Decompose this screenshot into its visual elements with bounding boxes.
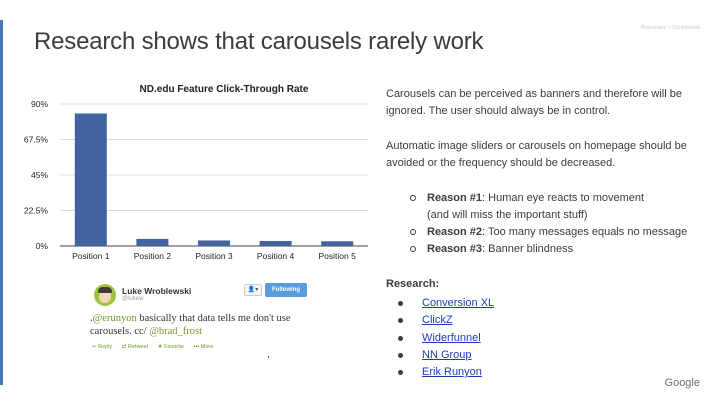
reason-3-label: Reason #3 [427, 243, 483, 255]
reasons-list: Reason #1: Human eye reacts to movement … [410, 190, 710, 258]
reply-label: Reply [98, 344, 113, 350]
tweet-avatar[interactable] [94, 284, 116, 306]
chart-bar [197, 240, 231, 246]
chart-title: ND.edu Feature Click-Through Rate [140, 84, 309, 95]
x-tick-label: Position 5 [319, 251, 357, 261]
tweet-actions: ↩ Reply ⇄ Retweet ★ Favorite ••• More [92, 344, 221, 350]
x-tick-label: Position 2 [134, 251, 172, 261]
embedded-tweet[interactable]: Luke Wroblewski @lukew 👤▾ Following .@er… [88, 280, 318, 362]
paragraph-sliders: Automatic image sliders or carousels on … [386, 140, 687, 169]
research-links: Conversion XL ClickZ Widerfunnel NN Grou… [398, 295, 494, 381]
more-action[interactable]: ••• More [193, 344, 214, 350]
reason-3-text: : Banner blindness [482, 243, 574, 255]
following-button[interactable]: Following [265, 283, 307, 297]
favorite-label: Favorite [164, 344, 184, 350]
chart-bar [259, 240, 292, 246]
bullet-icon [398, 370, 403, 376]
left-accent-bar [0, 20, 3, 385]
list-item: Widerfunnel [398, 330, 494, 347]
tweet-text-prefix: . [90, 313, 93, 324]
chart-bar [321, 241, 354, 246]
retweet-action[interactable]: ⇄ Retweet [121, 344, 149, 350]
chart-svg: ND.edu Feature Click-Through Rate 0% 22.5%… [24, 84, 368, 261]
y-tick-label: 67.5% [24, 135, 49, 145]
confidential-label: Proprietary + Confidential [640, 25, 700, 31]
tweet-text-body: basically that data tells me don't use c… [90, 313, 291, 337]
link-erik-runyon[interactable]: Erik Runyon [422, 366, 482, 379]
tweet-text: .@erunyon basically that data tells me d… [90, 312, 318, 338]
list-item: ClickZ [398, 312, 494, 329]
avatar-hair-icon [98, 287, 112, 293]
reply-action[interactable]: ↩ Reply [92, 344, 113, 350]
more-label: More [200, 344, 214, 350]
reason-item-2: Reason #2: Too many messages equals no m… [410, 224, 710, 241]
list-item: Conversion XL [398, 295, 494, 312]
favorite-action[interactable]: ★ Favorite [157, 344, 184, 350]
list-item: NN Group [398, 347, 494, 364]
reason-2-label: Reason #2 [427, 226, 483, 238]
reason-1-text: : Human eye reacts to movement [482, 192, 645, 204]
y-tick-label: 90% [31, 99, 48, 109]
link-nn-group[interactable]: NN Group [422, 348, 472, 361]
mention-erunyon[interactable]: @erunyon [92, 313, 137, 324]
bullet-icon [398, 335, 403, 341]
retweet-label: Retweet [127, 344, 149, 350]
x-tick-label: Position 1 [72, 251, 110, 261]
avatar-face-icon [99, 290, 111, 303]
list-item: Erik Runyon [398, 364, 494, 381]
reason-1-label: Reason #1 [427, 192, 483, 204]
link-clickz[interactable]: ClickZ [422, 314, 453, 327]
person-dropdown-button[interactable]: 👤▾ [244, 284, 262, 296]
chart-bar [74, 113, 107, 246]
bullet-icon [398, 318, 403, 324]
y-tick-label: 0% [36, 241, 49, 251]
bullet-icon [398, 352, 403, 358]
y-tick-label: 45% [31, 170, 48, 180]
bullet-icon [398, 301, 403, 306]
y-tick-label: 22.5% [24, 206, 49, 216]
cursor-mark [268, 356, 269, 358]
hollow-bullet-icon [410, 195, 416, 201]
reason-item-3: Reason #3: Banner blindness [410, 241, 710, 258]
google-logo: Google [664, 377, 700, 389]
click-through-chart: ND.edu Feature Click-Through Rate 0% 22.5%… [20, 78, 380, 268]
link-conversion-xl[interactable]: Conversion XL [422, 297, 495, 309]
research-heading: Research: [386, 278, 440, 290]
tweet-author-handle[interactable]: @lukew [122, 296, 144, 302]
x-tick-label: Position 3 [195, 251, 233, 261]
reason-item-1: Reason #1: Human eye reacts to movement … [410, 190, 710, 224]
reason-1-text2: (and will miss the important stuff) [427, 209, 588, 221]
paragraph-banners: Carousels can be perceived as banners an… [386, 88, 682, 117]
x-tick-label: Position 4 [257, 251, 295, 261]
tweet-author-name[interactable]: Luke Wroblewski [122, 286, 192, 296]
mention-brad-frost[interactable]: @brad_frost [149, 326, 203, 337]
hollow-bullet-icon [410, 229, 416, 235]
chart-bar [136, 238, 169, 246]
hollow-bullet-icon [410, 246, 416, 252]
reason-2-text: : Too many messages equals no message [482, 226, 688, 238]
link-widerfunnel[interactable]: Widerfunnel [422, 331, 481, 344]
slide-title: Research shows that carousels rarely wor… [34, 28, 484, 55]
